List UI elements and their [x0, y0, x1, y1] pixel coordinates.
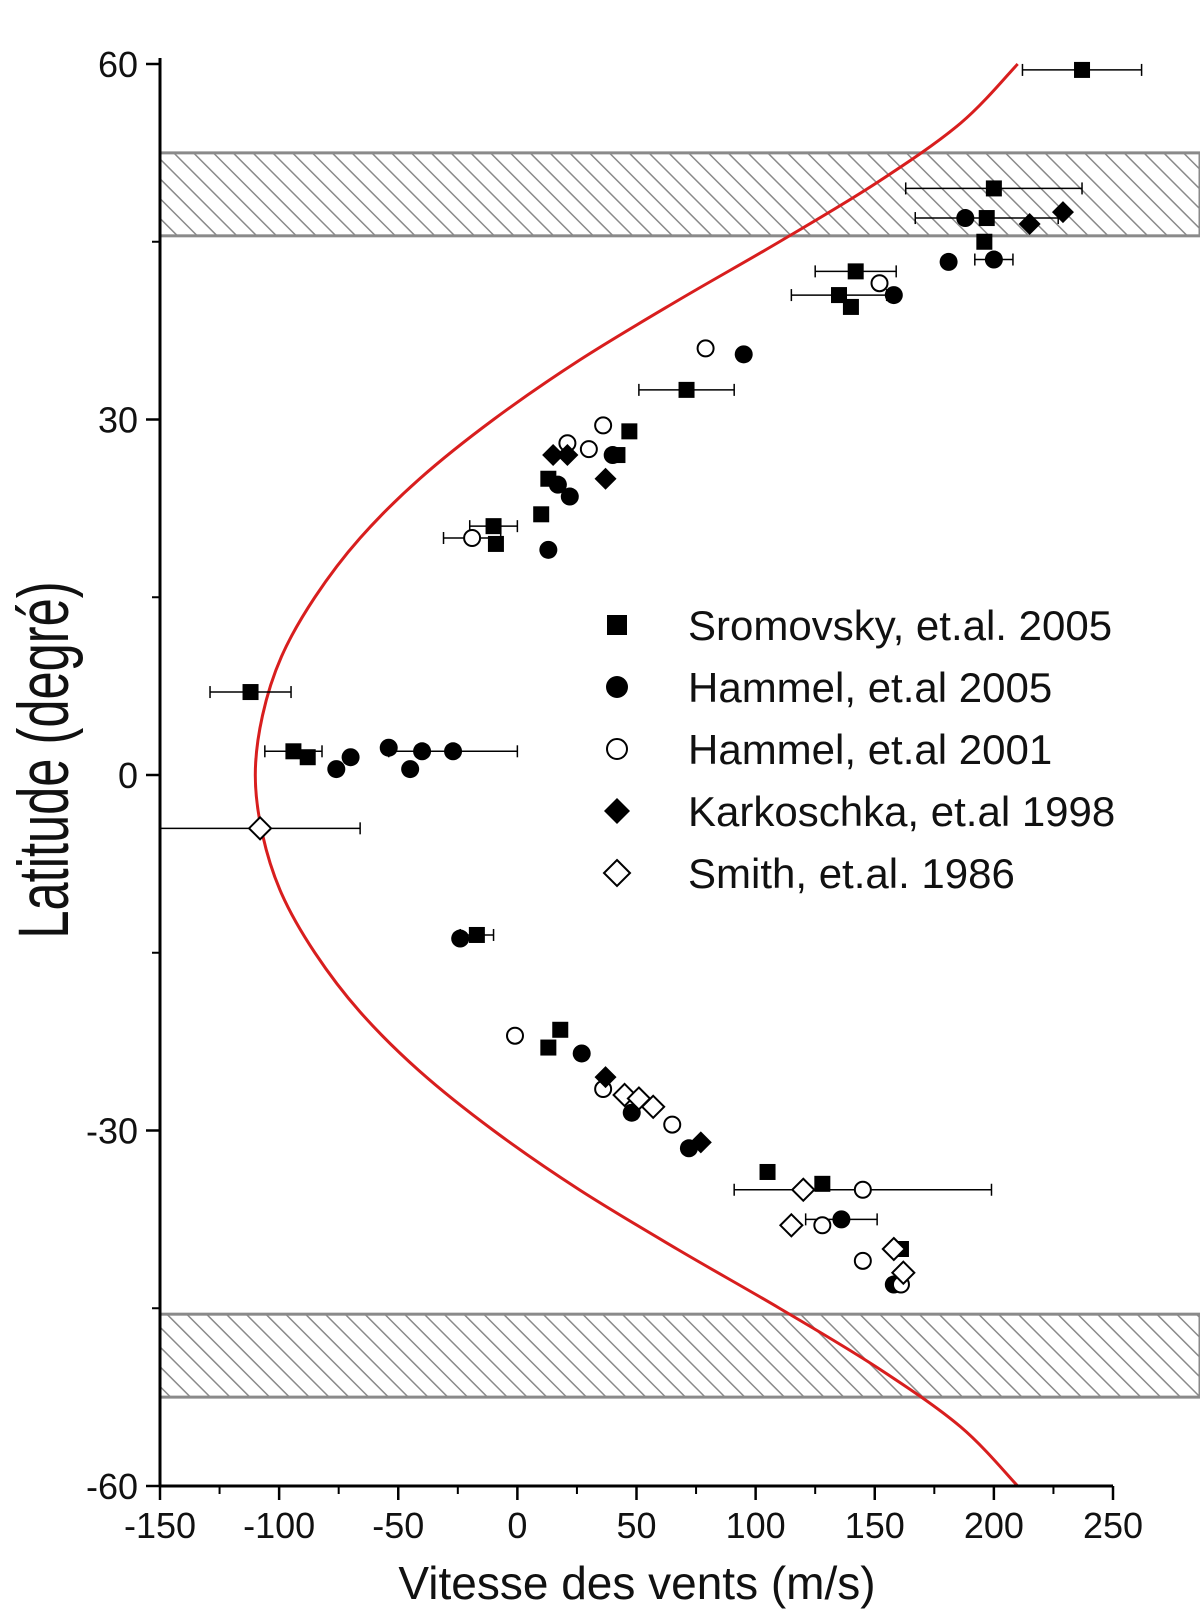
- legend-entry-label: Sromovsky, et.al. 2005: [688, 602, 1112, 649]
- data-point-square: [976, 233, 993, 250]
- data-point-circle: [734, 345, 753, 364]
- data-point-open-circle: [870, 274, 889, 293]
- x-tick-label: 150: [845, 1505, 905, 1546]
- data-point-open-circle: [505, 1026, 524, 1045]
- data-point-square: [299, 749, 316, 766]
- data-point-open-circle: [663, 1115, 682, 1134]
- data-point-open-circle: [813, 1216, 832, 1235]
- data-point-square: [847, 263, 864, 280]
- data-point-circle: [341, 748, 360, 767]
- data-point-open-circle: [463, 529, 482, 547]
- data-point-square: [285, 743, 302, 760]
- data-point-square: [978, 210, 995, 227]
- data-point-diamond: [556, 444, 579, 467]
- data-point-square: [487, 535, 504, 552]
- data-point-open-circle: [606, 738, 628, 760]
- data-point-open-diamond: [790, 1177, 816, 1203]
- data-point-circle: [539, 540, 558, 559]
- y-axis-title: Latitude (degré): [5, 581, 85, 938]
- x-tick-label: 100: [726, 1505, 786, 1546]
- data-point-circle: [451, 929, 470, 948]
- data-point-open-circle: [853, 1180, 872, 1199]
- data-point-circle: [560, 487, 579, 506]
- data-point-diamond: [542, 444, 565, 467]
- data-points-layer: [159, 61, 1143, 1294]
- y-tick-label: 0: [118, 755, 138, 796]
- data-point-open-circle: [696, 339, 715, 358]
- data-point-diamond: [594, 467, 617, 490]
- y-tick-label: -60: [86, 1466, 138, 1507]
- data-point-circle: [444, 742, 463, 761]
- x-tick-label: -150: [124, 1505, 196, 1546]
- data-point-square: [607, 615, 627, 635]
- x-tick-label: 0: [507, 1505, 527, 1546]
- data-point-square: [540, 1039, 557, 1056]
- data-point-circle: [956, 209, 975, 228]
- x-axis-title: Vitesse des vents (m/s): [398, 1557, 875, 1609]
- data-point-circle: [939, 252, 958, 271]
- data-point-circle: [884, 286, 903, 305]
- data-point-open-diamond: [247, 815, 273, 841]
- legend: Sromovsky, et.al. 2005 Hammel, et.al 2005…: [602, 602, 1115, 897]
- data-point-square: [985, 180, 1002, 197]
- data-point-square: [621, 423, 638, 440]
- data-point-open-diamond: [881, 1236, 907, 1262]
- data-point-diamond: [1051, 201, 1074, 224]
- y-tick-label: 30: [98, 400, 138, 441]
- data-point-diamond: [594, 1066, 617, 1089]
- legend-entry-label: Hammel, et.al 2001: [688, 726, 1052, 773]
- data-point-circle: [413, 742, 432, 761]
- x-tick-label: 200: [964, 1505, 1024, 1546]
- fit-curve: [253, 62, 1019, 1488]
- data-point-diamond: [689, 1131, 712, 1154]
- y-tick-label: 60: [98, 44, 138, 85]
- data-point-circle: [572, 1044, 591, 1063]
- x-tick-label: -50: [372, 1505, 424, 1546]
- data-point-circle: [327, 760, 346, 779]
- data-point-circle: [379, 738, 398, 757]
- data-point-open-circle: [594, 416, 613, 435]
- data-point-circle: [548, 475, 567, 494]
- data-point-square: [552, 1021, 569, 1038]
- data-point-circle: [984, 250, 1003, 269]
- data-point-square: [1074, 61, 1091, 78]
- legend-entry-label: Smith, et.al. 1986: [688, 850, 1015, 897]
- data-point-circle: [832, 1210, 851, 1229]
- x-tick-label: 50: [616, 1505, 656, 1546]
- x-tick-label: 250: [1083, 1505, 1143, 1546]
- data-point-open-diamond: [640, 1094, 666, 1120]
- legend-entry-label: Karkoschka, et.al 1998: [688, 788, 1115, 835]
- y-tick-label: -30: [86, 1111, 138, 1152]
- fit-curve-layer: [253, 62, 1019, 1488]
- shaded-band: [158, 1312, 1200, 1399]
- data-point-square: [468, 926, 485, 943]
- data-point-open-diamond: [778, 1212, 804, 1238]
- shaded-band: [158, 151, 1200, 238]
- data-point-diamond: [604, 798, 630, 824]
- data-point-square: [759, 1163, 776, 1180]
- shaded-bands: [158, 151, 1200, 1399]
- data-point-open-diamond: [890, 1260, 916, 1286]
- x-tick-label: -100: [243, 1505, 315, 1546]
- data-point-square: [678, 381, 695, 398]
- legend-entry-label: Hammel, et.al 2005: [688, 664, 1052, 711]
- data-point-square: [242, 684, 259, 701]
- data-point-open-diamond: [602, 858, 632, 888]
- data-point-circle: [606, 676, 628, 698]
- data-point-circle: [603, 446, 622, 465]
- data-point-square: [485, 518, 502, 535]
- data-point-square: [814, 1175, 831, 1192]
- data-point-open-circle: [579, 440, 598, 459]
- data-point-open-circle: [853, 1251, 872, 1270]
- axes: -150 -100 -50 0 50 100 150 200 250 -60 -30 0 30 60: [86, 44, 1143, 1546]
- data-point-circle: [401, 760, 420, 779]
- data-point-diamond: [1018, 212, 1041, 235]
- data-point-square: [842, 298, 859, 315]
- data-point-square: [533, 506, 550, 523]
